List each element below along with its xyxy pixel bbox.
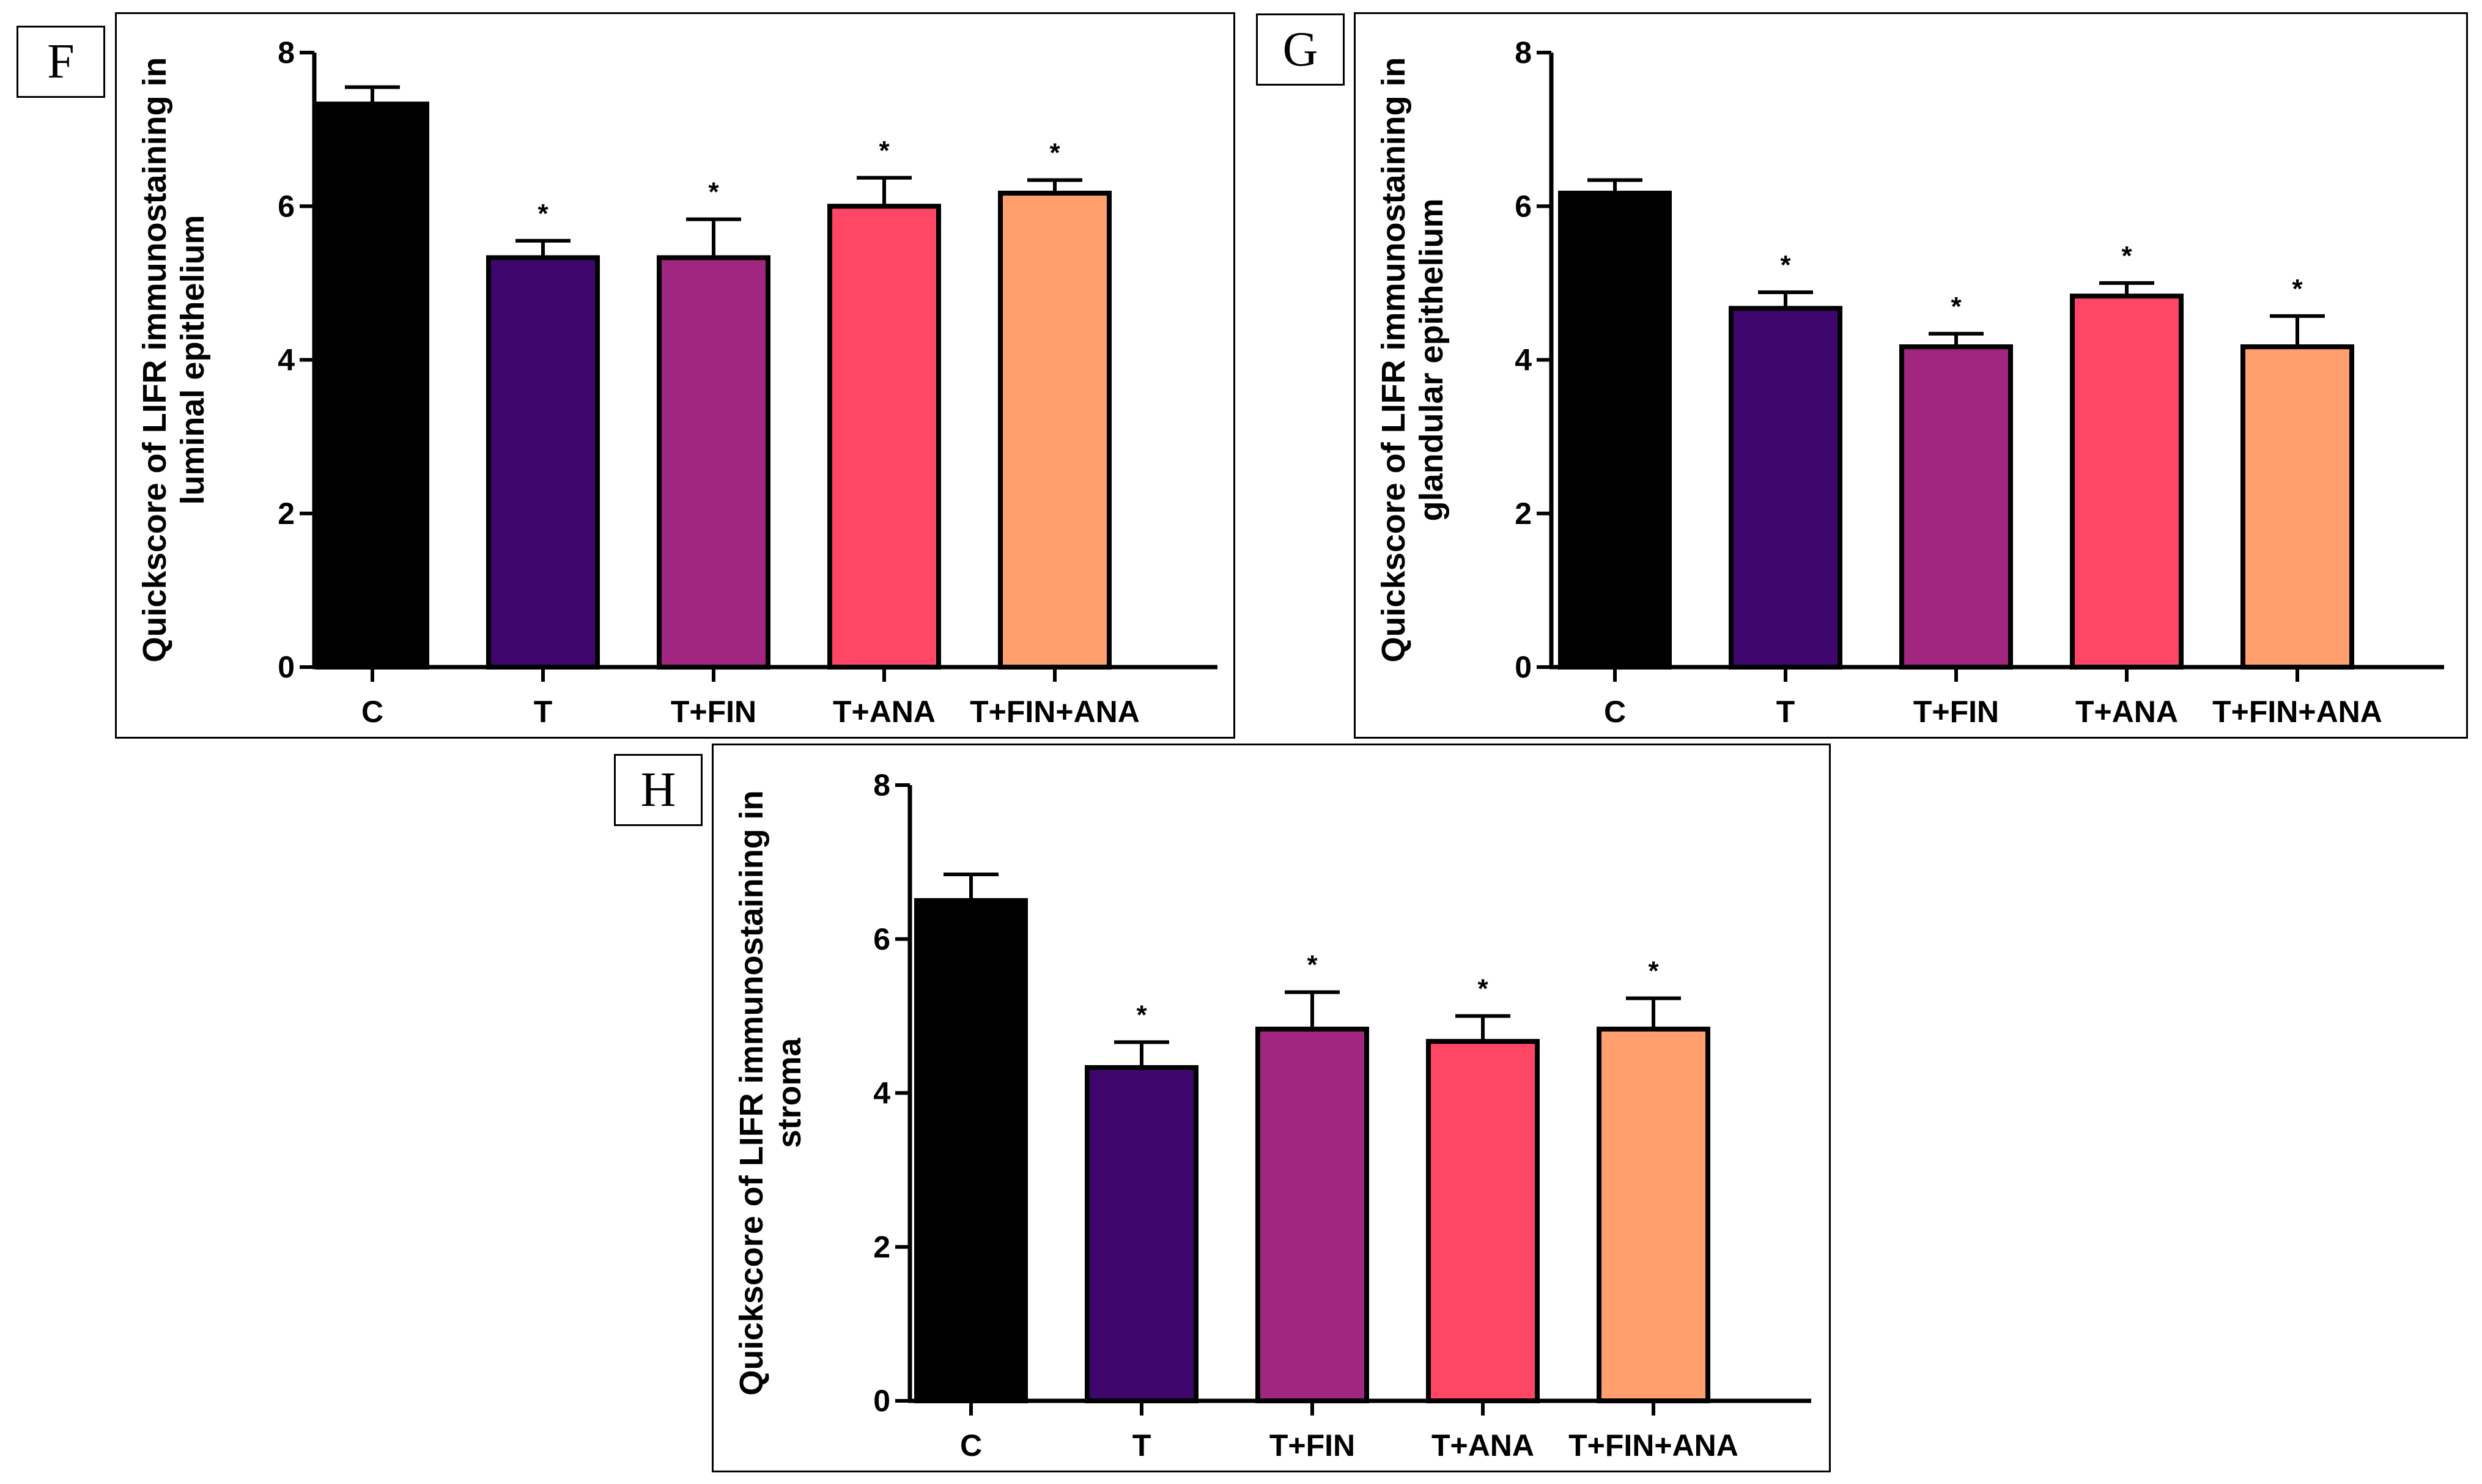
bar-H-c [914, 898, 1028, 1403]
chart-F: 0 2 4 6 8 C * T * T+FIN * T+ANA * T+FIN+ANA Quickscore… [136, 35, 1217, 729]
y-axis-title-line-H-0: Quickscore of LIFR immunostaining in [733, 790, 770, 1395]
x-tick-label-G-3: T+ANA [2075, 695, 2178, 729]
significance-marker-F-4: * [1049, 138, 1060, 168]
y-axis-title-line-F-1: luminal epithelium [174, 215, 211, 504]
y-tick-label-F-0: 0 [278, 650, 295, 684]
y-axis-title-line-H-1: stroma [771, 1038, 808, 1148]
x-tick-label-G-2: T+FIN [1913, 695, 1999, 729]
bar-G-t-fin-ana [2240, 344, 2354, 670]
significance-marker-F-3: * [879, 136, 890, 166]
y-tick-label-H-4: 4 [873, 1076, 890, 1110]
bar-H-t [1085, 1065, 1199, 1403]
y-tick-label-H-0: 0 [873, 1384, 890, 1418]
bar-G-t-ana [2070, 293, 2184, 670]
x-tick-label-H-2: T+FIN [1269, 1428, 1355, 1463]
significance-marker-G-3: * [2121, 241, 2132, 271]
y-tick-label-H-6: 6 [873, 922, 890, 956]
panel-letter-G: G [1256, 13, 1345, 86]
y-tick-label-F-8: 8 [278, 35, 295, 70]
y-axis-title-line-G-0: Quickscore of LIFR immunostaining in [1375, 57, 1412, 662]
bar-F-t-ana [827, 204, 941, 670]
bar-H-t-ana [1426, 1039, 1540, 1403]
panel-letter-F: F [17, 26, 105, 98]
panel-G: 0 2 4 6 8 C * T * T+FIN * T+ANA * T+FIN+ANA Quickscore… [1354, 12, 2468, 739]
bar-H-t-fin [1255, 1027, 1369, 1403]
y-tick-label-H-8: 8 [873, 768, 890, 802]
y-axis-title-H: Quickscore of LIFR immunostaining instro… [733, 790, 808, 1395]
y-axis-title-line-G-1: glandular epithelium [1413, 198, 1450, 521]
x-tick-label-F-4: T+FIN+ANA [970, 695, 1140, 729]
x-tick-label-G-4: T+FIN+ANA [2212, 695, 2382, 729]
bar-G-t [1729, 306, 1842, 670]
significance-marker-G-1: * [1780, 250, 1791, 280]
significance-marker-G-2: * [1951, 292, 1962, 322]
y-axis-title-G: Quickscore of LIFR immunostaining inglan… [1375, 57, 1450, 662]
x-tick-label-F-0: C [361, 695, 383, 729]
significance-marker-H-1: * [1136, 1000, 1147, 1030]
bar-F-c [316, 102, 429, 670]
significance-marker-F-1: * [537, 199, 548, 229]
y-tick-label-G-4: 4 [1515, 343, 1532, 377]
y-tick-label-G-8: 8 [1515, 35, 1532, 70]
y-tick-label-G-2: 2 [1515, 497, 1532, 531]
x-tick-label-G-1: T [1776, 695, 1795, 729]
x-tick-label-H-3: T+ANA [1431, 1428, 1534, 1463]
chart-G: 0 2 4 6 8 C * T * T+FIN * T+ANA * T+FIN+ANA Quickscore… [1375, 35, 2444, 729]
bar-F-t-fin-ana [998, 190, 1112, 670]
x-tick-label-F-1: T [534, 695, 553, 729]
x-tick-label-H-1: T [1132, 1428, 1151, 1463]
panel-F: 0 2 4 6 8 C * T * T+FIN * T+ANA * T+FIN+ANA Quickscore… [115, 12, 1235, 739]
y-tick-label-F-4: 4 [278, 343, 295, 377]
y-tick-label-G-0: 0 [1515, 650, 1532, 684]
x-tick-label-F-3: T+ANA [833, 695, 936, 729]
significance-marker-H-4: * [1648, 956, 1659, 986]
x-tick-label-H-0: C [960, 1428, 982, 1463]
x-tick-label-H-4: T+FIN+ANA [1568, 1428, 1738, 1463]
significance-marker-H-2: * [1307, 950, 1318, 980]
significance-marker-F-2: * [708, 177, 719, 207]
significance-marker-G-4: * [2292, 274, 2303, 304]
bar-H-t-fin-ana [1597, 1027, 1710, 1403]
y-tick-label-F-6: 6 [278, 189, 295, 223]
x-tick-label-G-0: C [1604, 695, 1626, 729]
bar-F-t [486, 255, 600, 670]
y-axis-title-line-F-0: Quickscore of LIFR immunostaining in [136, 57, 173, 662]
y-tick-label-G-6: 6 [1515, 189, 1532, 223]
significance-marker-H-3: * [1477, 974, 1488, 1004]
bar-F-t-fin [657, 255, 770, 670]
x-tick-label-F-2: T+FIN [671, 695, 756, 729]
panel-H: 0 2 4 6 8 C * T * T+FIN * T+ANA * T+FIN+ANA Quickscore… [712, 744, 1831, 1472]
panel-letter-H: H [614, 754, 703, 826]
y-tick-label-F-2: 2 [278, 497, 295, 531]
y-axis-title-F: Quickscore of LIFR immunostaining inlumi… [136, 57, 211, 662]
bar-G-c [1558, 190, 1672, 670]
chart-H: 0 2 4 6 8 C * T * T+FIN * T+ANA * T+FIN+ANA Quickscore… [733, 768, 1811, 1463]
bar-G-t-fin [1899, 344, 2013, 670]
y-tick-label-H-2: 2 [873, 1230, 890, 1264]
